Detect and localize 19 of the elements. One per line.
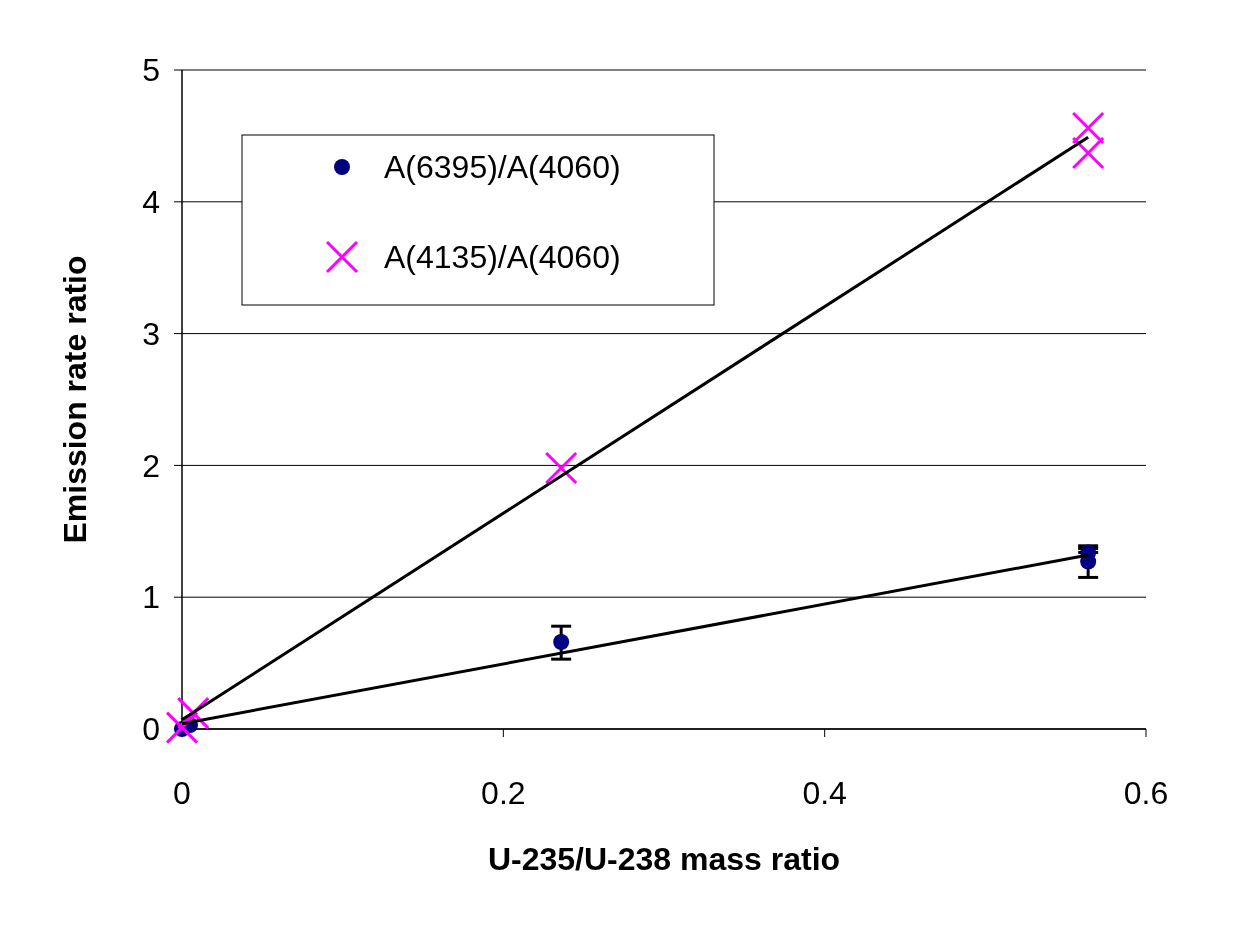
x-tick-label: 0.4: [802, 775, 847, 811]
x-tick-label: 0.2: [481, 775, 526, 811]
legend-label: A(6395)/A(4060): [384, 149, 621, 186]
y-tick-label: 0: [142, 711, 160, 748]
y-tick-label: 1: [142, 579, 160, 616]
point: [165, 711, 199, 745]
point: [553, 634, 570, 651]
x-tick-label: 0.6: [1123, 775, 1169, 811]
y-axis-title: Emission rate ratio: [57, 255, 93, 544]
point: [1071, 136, 1105, 170]
point: [544, 451, 578, 485]
legend-label: A(4135)/A(4060): [384, 239, 621, 276]
y-tick-label: 4: [142, 184, 160, 220]
x-tick-label: 0: [173, 775, 191, 811]
point: [1071, 111, 1105, 145]
y-tick-label: 3: [142, 315, 160, 352]
y-tick-label: 5: [142, 52, 160, 89]
x-axis-title: U-235/U-238 mass ratio: [487, 841, 841, 877]
y-tick-label: 2: [142, 447, 160, 484]
